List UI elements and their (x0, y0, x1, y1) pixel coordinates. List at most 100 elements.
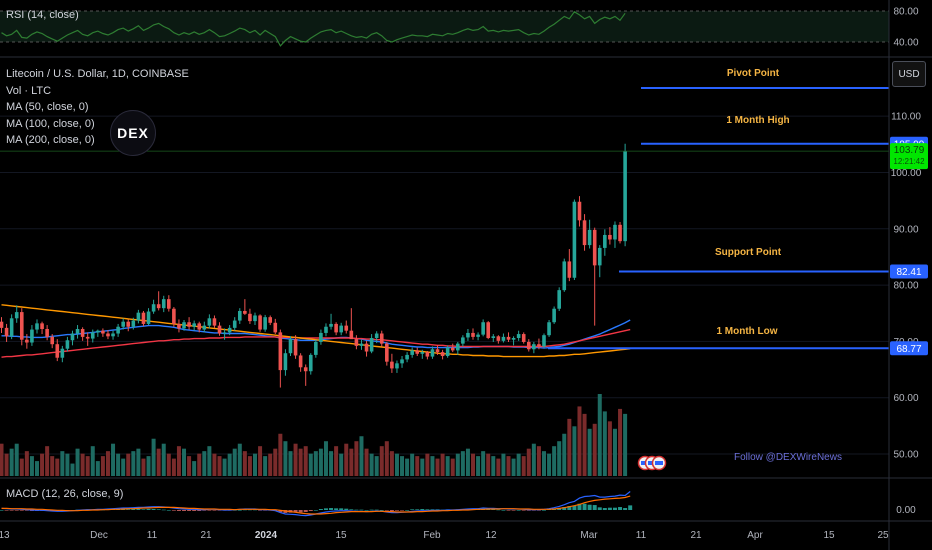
volume-bar (192, 461, 197, 476)
time-tick-label: Dec (90, 530, 108, 541)
macd-histogram-bar (237, 510, 242, 511)
candle-body (192, 323, 196, 327)
candle-body (521, 334, 526, 342)
macd-histogram-bar (192, 510, 197, 511)
event-marker-flag (655, 461, 663, 465)
candle-body (172, 308, 176, 324)
volume-bar (415, 456, 420, 476)
event-markers[interactable] (637, 455, 667, 471)
macd-histogram-bar (501, 510, 506, 511)
candle-body (19, 312, 24, 340)
volume-bar (95, 461, 100, 476)
candle-body (430, 349, 435, 357)
candle-body (70, 333, 75, 341)
macd-histogram-bar (323, 508, 328, 510)
macd-histogram-bar (24, 510, 29, 511)
signal-line (1, 495, 631, 515)
candle-body (85, 336, 90, 339)
volume-bar (166, 453, 171, 476)
volume-bar (491, 456, 496, 476)
macd-histogram-bar (161, 509, 166, 511)
symbol-title[interactable]: Litecoin / U.S. Dollar, 1D, COINBASE (6, 68, 189, 80)
volume-bar (587, 428, 592, 476)
volume-bar (161, 443, 166, 476)
candle-body (501, 336, 506, 341)
volume-bar (597, 394, 602, 476)
volume-bar (90, 446, 95, 476)
candle-body (471, 332, 475, 337)
macd-histogram-bar (405, 510, 410, 511)
candle-body (308, 354, 313, 372)
macd-histogram-bar (541, 510, 546, 511)
candlesticks (0, 143, 627, 388)
candle-body (486, 322, 491, 339)
volume-bar (55, 458, 60, 476)
volume-bar (19, 458, 24, 476)
macd-histogram-bar (19, 510, 24, 511)
macd-histogram-bar (212, 510, 217, 511)
candle-body (0, 321, 4, 328)
candle-body (516, 334, 521, 339)
candle-body (30, 329, 34, 343)
volume-bar (298, 448, 303, 476)
candle-body (101, 330, 105, 334)
macd-histogram-bar (394, 510, 399, 511)
candle-body (4, 327, 9, 337)
rsi-tick-label: 80.00 (893, 7, 918, 18)
macd-histogram-bar (349, 509, 354, 510)
volume-bar (481, 451, 486, 476)
candle-body (339, 325, 343, 333)
candle-body (608, 234, 612, 240)
volume-bar (541, 451, 546, 476)
candle-body (319, 332, 323, 342)
volume-bar (146, 456, 151, 476)
candle-body (80, 328, 85, 337)
candle-body (613, 224, 617, 240)
candle-body (288, 339, 293, 354)
volume-bar (394, 453, 399, 476)
price-tick-label: 50.00 (893, 450, 918, 461)
macd-histogram-bar (9, 510, 14, 511)
candle-body (116, 326, 120, 334)
price-tick-label: 60.00 (893, 393, 918, 404)
candle-body (263, 317, 267, 330)
volume-bar (227, 453, 232, 476)
candle-body (75, 328, 80, 334)
volume-bar (506, 456, 511, 476)
rsi-indicator-title[interactable]: RSI (14, close) (6, 9, 79, 21)
volume-bar (567, 418, 572, 476)
candle-body (572, 201, 577, 278)
volume-legend[interactable]: Vol · LTC (6, 84, 52, 97)
volume-bar (100, 456, 105, 476)
rsi-band (0, 11, 889, 42)
level-lines (0, 87, 889, 350)
volume-bar (476, 456, 481, 476)
macd-histogram-bar (136, 509, 141, 510)
candle-body (237, 310, 242, 321)
candle-body (400, 359, 404, 364)
macd-histogram-bar (318, 509, 323, 510)
macd-histogram-bar (4, 510, 9, 511)
volume-bar (242, 451, 247, 476)
macd-indicator-title[interactable]: MACD (12, 26, close, 9) (6, 488, 124, 500)
volume-bar (60, 451, 65, 476)
volume-bars (0, 394, 628, 476)
current-price-tag (890, 143, 928, 170)
volume-bar (202, 451, 207, 476)
candle-body (187, 322, 191, 327)
candle-body (379, 333, 384, 344)
macd-histogram-bar (379, 510, 384, 511)
candle-body (405, 354, 409, 360)
currency-button[interactable]: USD (892, 61, 926, 87)
time-axis[interactable]: 13 Dec 11 21 2024 15 Feb 12 Mar 11 21 Apr 15 25 (0, 530, 889, 541)
volume-bar (445, 456, 450, 476)
ma200-legend[interactable]: MA (200, close, 0) (6, 134, 95, 146)
volume-bar (288, 451, 293, 476)
candle-body (253, 315, 257, 322)
ma50-legend[interactable]: MA (50, close, 0) (6, 101, 89, 113)
price-axis[interactable]: 110.00100.0090.0080.0070.0060.0050.00105… (890, 112, 928, 461)
candle-body (314, 341, 318, 355)
volume-bar (430, 456, 435, 476)
ma100-legend[interactable]: MA (100, close, 0) (6, 117, 95, 130)
